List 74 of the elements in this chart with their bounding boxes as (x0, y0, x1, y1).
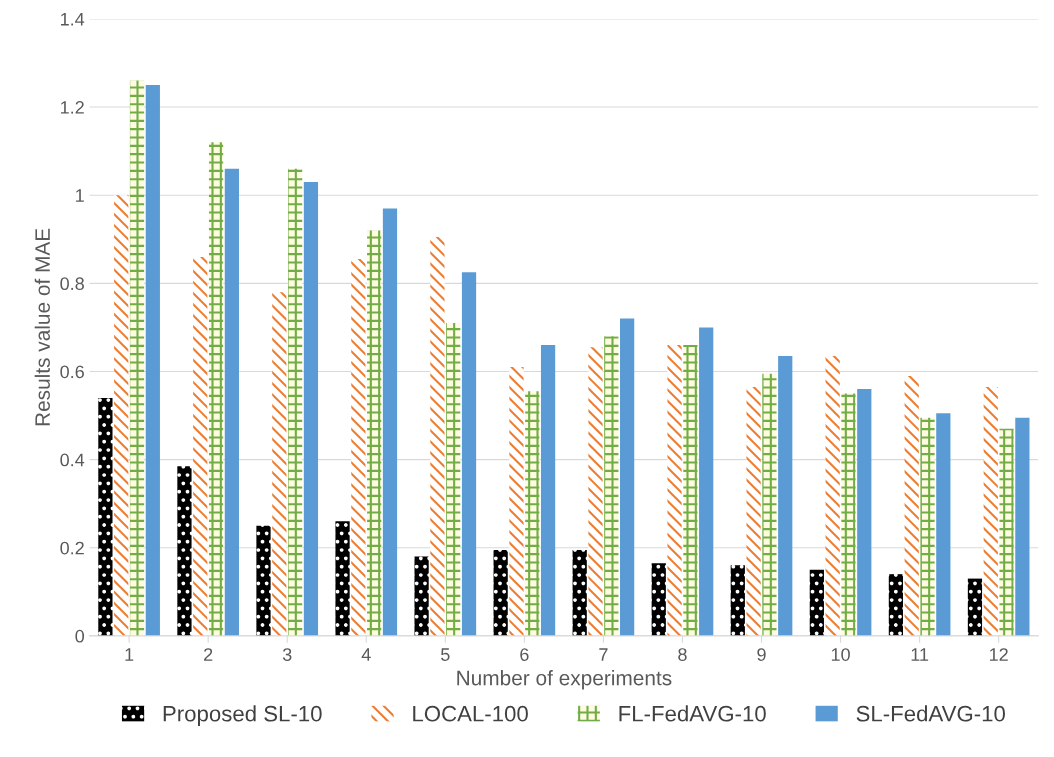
bar (841, 393, 856, 636)
bar (208, 142, 224, 636)
legend-label: SL-FedAVG-10 (856, 705, 1005, 722)
bar (98, 397, 113, 636)
bar (288, 168, 303, 636)
bar (920, 417, 935, 636)
bar (936, 413, 951, 636)
y-tick-label: 1.2 (61, 101, 84, 114)
x-tick-label: 6 (520, 648, 529, 661)
bar (414, 556, 429, 636)
x-tick-label: 7 (599, 648, 608, 661)
bar (193, 256, 208, 636)
bar (1015, 417, 1030, 636)
bar (525, 391, 540, 636)
bar (667, 345, 682, 636)
bar (461, 272, 477, 636)
bar (493, 549, 508, 636)
legend-label: Proposed SL-10 (163, 705, 322, 726)
y-axis-title: Results value of MAE (34, 228, 50, 426)
bar (825, 356, 840, 636)
legend-label: FL-FedAVG-10 (619, 705, 766, 722)
bar (778, 356, 793, 636)
bar (888, 574, 904, 636)
y-tick-label: 0.6 (60, 365, 84, 379)
bar (999, 428, 1014, 636)
bar (256, 525, 271, 636)
bar (730, 565, 745, 636)
bar (699, 327, 714, 636)
y-tick-label: 0.2 (60, 541, 84, 555)
x-tick-label: 1 (125, 648, 134, 661)
bar (967, 578, 983, 636)
x-tick-label: 3 (282, 648, 292, 661)
x-axis-title: Number of experiments (457, 670, 672, 690)
x-tick-label: 2 (204, 648, 213, 661)
bar (382, 208, 398, 636)
bar (620, 318, 635, 636)
bar (509, 367, 524, 636)
x-tick-label: 10 (831, 648, 850, 661)
bar (572, 549, 587, 636)
bar (351, 259, 366, 636)
y-tick-label: 1 (76, 189, 84, 202)
bar (129, 80, 145, 636)
bar (588, 347, 603, 636)
bar (857, 389, 872, 636)
x-tick-label: 9 (757, 648, 766, 661)
bar (272, 292, 287, 636)
bar (809, 569, 824, 636)
x-tick-label: 12 (990, 648, 1008, 661)
y-tick-label: 0.4 (60, 453, 85, 467)
x-tick-label: 4 (361, 648, 371, 661)
legend-label: LOCAL-100 (413, 705, 528, 722)
bar (683, 345, 698, 636)
bar (177, 466, 192, 636)
bar (430, 237, 445, 636)
bar (604, 336, 619, 636)
bar (303, 181, 319, 636)
bar (983, 386, 998, 636)
x-tick-label: 11 (911, 648, 929, 661)
bar (746, 386, 761, 636)
bar (224, 168, 239, 636)
x-tick-label: 5 (441, 648, 450, 661)
y-tick-label: 0.8 (60, 277, 84, 291)
bar (762, 373, 777, 636)
x-tick-label: 8 (678, 648, 687, 661)
bar (651, 563, 666, 636)
bar (904, 375, 919, 636)
bar (145, 85, 160, 636)
bar (114, 195, 129, 636)
bar (367, 230, 382, 636)
bar (540, 345, 556, 636)
y-tick-label: 0 (75, 629, 85, 643)
bar (446, 323, 461, 636)
bar (335, 521, 350, 636)
y-tick-label: 1.4 (61, 13, 85, 26)
